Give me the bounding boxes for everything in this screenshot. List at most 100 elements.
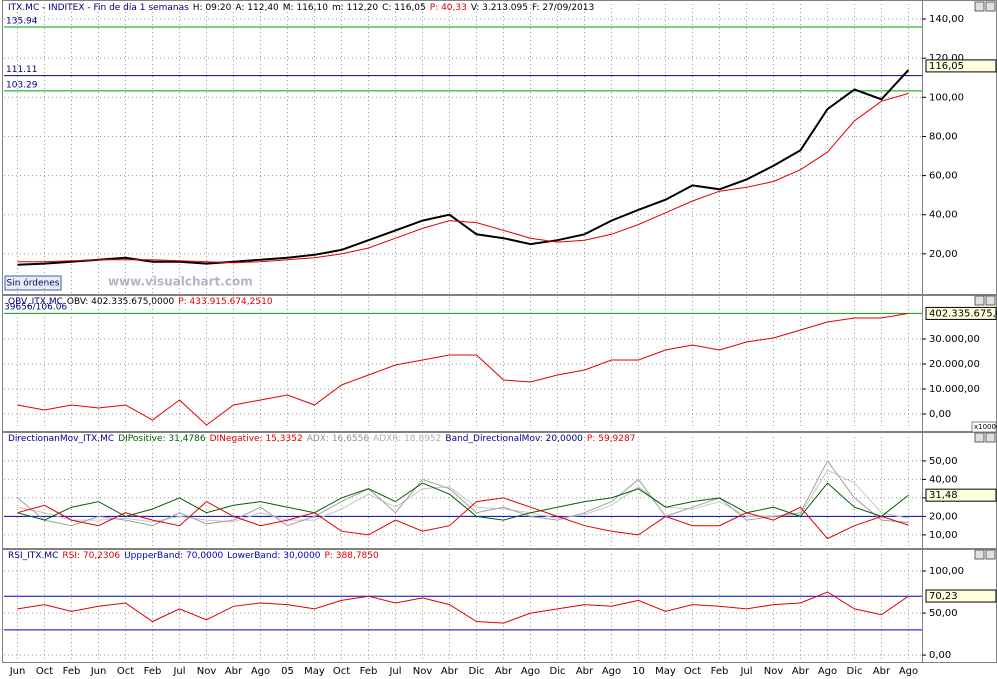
series-line: [17, 312, 909, 426]
x-tick-label: Jul: [172, 666, 185, 677]
y-tick-label: 100,00: [929, 566, 964, 577]
series-line: [17, 92, 909, 264]
panel-header: DirectionanMov_ITX.MC DIPositive: 31,4786…: [8, 434, 635, 444]
x-tick-label: Oct: [333, 666, 350, 677]
x-tick-label: 05: [281, 666, 294, 677]
header-part: C: 116,05: [382, 3, 426, 13]
x-tick-label: Jun: [9, 666, 26, 677]
x-tick-label: Oct: [684, 666, 701, 677]
header-part: M: 116,10: [283, 3, 328, 13]
x-tick-label: Ago: [251, 666, 270, 677]
header-part: m: 112,20: [332, 3, 378, 13]
x-tick-label: Dic: [550, 666, 566, 677]
y-tick-label: 80,00: [929, 131, 958, 142]
level-label: 135.94: [6, 16, 38, 26]
y-tick-label: 140,00: [929, 14, 964, 25]
y-tick-label: 20,00: [929, 511, 958, 522]
series-line: [17, 69, 910, 266]
x-tick-label: Abr: [495, 666, 513, 677]
x-tick-label: Abr: [792, 666, 810, 677]
header-part: H: 09:20: [193, 3, 232, 13]
x-tick-label: Ago: [602, 666, 621, 677]
value-box: [925, 306, 997, 320]
panel-control[interactable]: [974, 295, 985, 306]
x-tick-label: Ago: [899, 666, 918, 677]
header-part: OBV_ITX.MC: [8, 297, 63, 307]
panel-control[interactable]: [985, 432, 996, 443]
panel-control[interactable]: [974, 432, 985, 443]
y-tick-label: 0,00: [929, 409, 951, 420]
header-part: RSI: 70,2306: [62, 551, 120, 561]
value-box: [925, 488, 997, 502]
scale-label: x10000: [974, 423, 997, 431]
header-part: P: 433.915.674,2510: [178, 297, 273, 307]
header-part: ADXR: 18,8952: [373, 434, 441, 444]
y-tick-label: 50,00: [929, 608, 958, 619]
x-tick-label: Oct: [117, 666, 134, 677]
x-tick-label: May: [655, 666, 676, 677]
series-line: [17, 497, 909, 540]
x-tick-label: Feb: [144, 666, 162, 677]
panel-control[interactable]: [985, 1, 996, 12]
header-part: P: 40,33: [430, 3, 467, 13]
header-part: DIPositive: 31,4786: [118, 434, 206, 444]
series-line: [17, 591, 909, 624]
x-tick-label: Nov: [764, 666, 784, 677]
watermark: www.visualchart.com: [108, 275, 253, 289]
x-tick-label: Feb: [711, 666, 729, 677]
x-tick-label: 10: [632, 666, 645, 677]
value-box: [925, 589, 997, 603]
level-label: 103.29: [6, 80, 38, 90]
panel-control[interactable]: [985, 295, 996, 306]
header-part: UppperBand: 70,0000: [124, 551, 223, 561]
x-tick-label: Jun: [90, 666, 107, 677]
header-part: LowerBand: 30,0000: [227, 551, 320, 561]
x-tick-label: Abr: [225, 666, 243, 677]
x-tick-label: Abr: [441, 666, 459, 677]
panel-header: RSI_ITX.MC RSI: 70,2306 UppperBand: 70,000…: [8, 551, 379, 561]
level-label: 111.11: [6, 65, 38, 75]
header-part: F: 27/09/2013: [532, 3, 594, 13]
panel-header: ITX.MC - INDITEX - Fin de día 1 semanas H…: [8, 3, 594, 13]
y-tick-label: 10,00: [929, 530, 958, 541]
header-part: ADX: 16,6556: [307, 434, 370, 444]
header-part: P: 388,7850: [324, 551, 379, 561]
series-line: [17, 459, 909, 527]
header-part: DirectionanMov_ITX.MC: [8, 434, 114, 444]
annotation: 39656/106.06: [4, 303, 67, 313]
series-line: [17, 482, 909, 521]
header-part: ITX.MC - INDITEX - Fin de día 1 semanas: [8, 3, 189, 13]
y-tick-label: 40,00: [929, 210, 958, 221]
header-part: V: 3.213.095: [471, 3, 528, 13]
x-tick-label: Abr: [576, 666, 594, 677]
y-tick-label: 10.000,00: [929, 384, 980, 395]
value-box-label: 116,05: [929, 61, 964, 72]
header-part: RSI_ITX.MC: [8, 551, 58, 561]
header-part: OBV: 402.335.675,0000: [67, 297, 175, 307]
orders-button[interactable]: [4, 275, 62, 291]
header-part: P: 59,9287: [587, 434, 636, 444]
x-tick-label: Ago: [818, 666, 837, 677]
panel-control[interactable]: [974, 1, 985, 12]
panel-control[interactable]: [974, 549, 985, 560]
value-box-label: 31,48: [929, 490, 958, 501]
scale-box: [971, 421, 997, 433]
orders-button-label[interactable]: Sin órdenes: [6, 278, 59, 289]
y-tick-label: 120,00: [929, 53, 964, 64]
header-part: Band_DirectionalMov: 20,0000: [445, 434, 583, 444]
x-tick-label: Jul: [388, 666, 401, 677]
x-tick-label: Ago: [521, 666, 540, 677]
y-tick-label: 50,00: [929, 456, 958, 467]
panel-control[interactable]: [985, 549, 996, 560]
y-tick-label: 30.000,00: [929, 334, 980, 345]
x-tick-label: May: [304, 666, 325, 677]
x-tick-label: Abr: [873, 666, 891, 677]
x-tick-label: Dic: [469, 666, 485, 677]
x-tick-label: Oct: [36, 666, 53, 677]
value-box-label: 402.335.675,00: [929, 308, 997, 319]
x-tick-label: Feb: [63, 666, 81, 677]
value-box-label: 70,23: [929, 591, 958, 602]
x-tick-label: Feb: [360, 666, 378, 677]
